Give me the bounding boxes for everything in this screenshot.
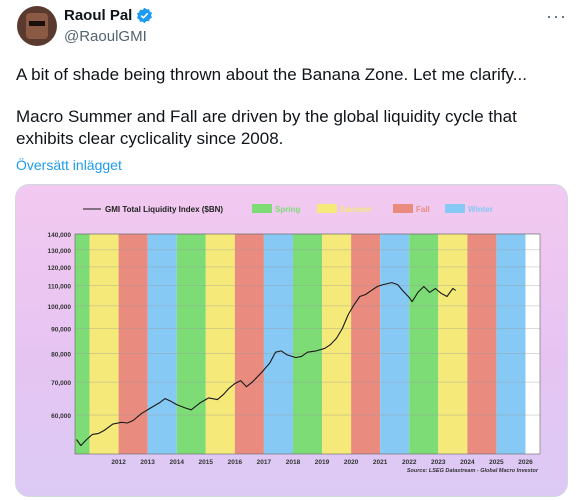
x-tick-label: 2026 xyxy=(518,459,533,466)
tweet-text-line2: Macro Summer and Fall are driven by the … xyxy=(16,107,517,148)
season-band-summer xyxy=(205,234,235,454)
x-tick-label: 2016 xyxy=(228,459,243,466)
season-band-winter xyxy=(263,234,293,454)
x-tick-label: 2020 xyxy=(344,459,359,466)
y-tick-label: 130,000 xyxy=(48,248,72,255)
avatar-face xyxy=(26,13,48,39)
x-tick-label: 2013 xyxy=(140,459,155,466)
season-band-fall xyxy=(118,234,148,454)
avatar-sunglasses xyxy=(29,21,45,26)
legend-label-winter: Winter xyxy=(468,205,493,214)
x-tick-label: 2015 xyxy=(199,459,214,466)
season-band-fall xyxy=(351,234,381,454)
season-band-winter xyxy=(496,234,526,454)
x-tick-label: 2024 xyxy=(460,459,475,466)
season-band-spring xyxy=(176,234,206,454)
legend-swatch-winter xyxy=(445,204,465,213)
author-name-row[interactable]: Raoul Pal xyxy=(64,7,153,24)
tweet-media-image[interactable]: 140,000 130,000 120,000 110,000 100,000 90,00… xyxy=(15,184,568,497)
liquidity-chart: 140,000 130,000 120,000 110,000 100,000 90,00… xyxy=(48,204,541,474)
y-tick-label: 90,000 xyxy=(51,326,71,333)
chart-title: GMI Total Liquidity Index ($BN) xyxy=(105,205,223,214)
season-band-fall xyxy=(467,234,497,454)
more-options-icon[interactable]: ··· xyxy=(546,6,567,26)
tweet-text-line1: A bit of shade being thrown about the Ba… xyxy=(16,65,527,84)
y-tick-label: 70,000 xyxy=(51,380,71,387)
chart-source: Source: LSEG Datastream - Global Macro I… xyxy=(407,468,539,474)
season-band-summer xyxy=(89,234,119,454)
season-band-summer xyxy=(322,234,352,454)
x-tick-label: 2014 xyxy=(169,459,184,466)
legend-label-fall: Fall xyxy=(416,205,430,214)
author-name[interactable]: Raoul Pal xyxy=(64,7,133,24)
season-band-spring xyxy=(292,234,323,454)
x-tick-label: 2022 xyxy=(402,459,417,466)
y-tick-label: 110,000 xyxy=(48,284,72,291)
legend-label-spring: Spring xyxy=(275,205,300,214)
x-tick-label: 2018 xyxy=(286,459,301,466)
y-tick-label: 140,000 xyxy=(48,232,72,239)
x-tick-label: 2021 xyxy=(373,459,388,466)
plot-border xyxy=(74,233,541,455)
liquidity-series-line xyxy=(76,282,457,447)
season-band-spring xyxy=(409,234,439,454)
x-tick-label: 2019 xyxy=(315,459,330,466)
legend-swatch-summer xyxy=(317,204,337,213)
y-tick-label: 60,000 xyxy=(51,413,71,420)
author-handle[interactable]: @RaoulGMI xyxy=(64,28,147,45)
season-band-winter xyxy=(147,234,177,454)
tweet-text: A bit of shade being thrown about the Ba… xyxy=(16,64,566,150)
y-tick-label: 100,000 xyxy=(48,304,72,311)
season-band-fall xyxy=(234,234,264,454)
legend-label-summer: Summer xyxy=(340,205,372,214)
x-tick-label: 2025 xyxy=(489,459,504,466)
legend-swatch-fall xyxy=(393,204,413,213)
x-tick-label: 2017 xyxy=(257,459,272,466)
y-tick-label: 80,000 xyxy=(51,352,71,359)
season-band-winter xyxy=(380,234,410,454)
legend-swatch-spring xyxy=(252,204,272,213)
y-tick-label: 120,000 xyxy=(48,265,72,272)
x-tick-label: 2023 xyxy=(431,459,446,466)
x-tick-label: 2012 xyxy=(111,459,126,466)
translate-link[interactable]: Översätt inlägget xyxy=(16,157,122,173)
season-band-summer xyxy=(438,234,468,454)
season-band-spring xyxy=(75,234,90,454)
verified-badge-icon[interactable] xyxy=(136,7,153,24)
avatar[interactable] xyxy=(17,6,57,46)
